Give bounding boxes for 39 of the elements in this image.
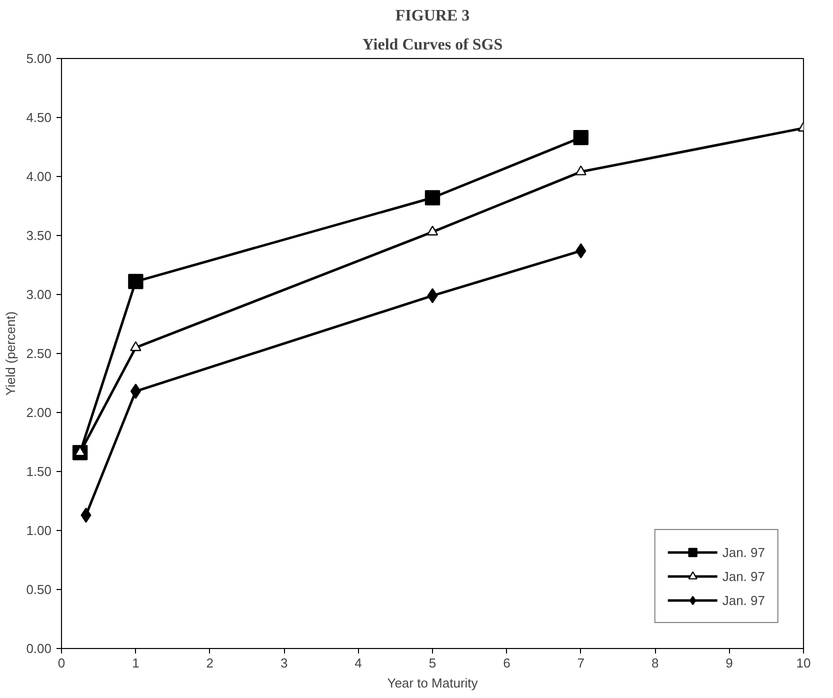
y-tick-label: 3.50 bbox=[26, 228, 52, 243]
legend-label: Jan. 97 bbox=[722, 544, 765, 560]
legend-label: Jan. 97 bbox=[722, 592, 765, 608]
y-tick-label: 2.50 bbox=[26, 346, 52, 361]
y-tick-label: 0.50 bbox=[26, 582, 52, 597]
point bbox=[80, 508, 92, 523]
y-tick-label: 4.50 bbox=[26, 110, 52, 125]
x-axis-title: Year to Maturity bbox=[387, 676, 478, 690]
x-tick-label: 2 bbox=[206, 656, 214, 670]
x-tick-label: 3 bbox=[280, 656, 288, 670]
x-tick-label: 0 bbox=[58, 656, 66, 670]
y-tick-label: 5.00 bbox=[26, 51, 52, 66]
x-tick-label: 1 bbox=[132, 656, 140, 670]
x-tick-label: 5 bbox=[428, 656, 436, 670]
point bbox=[427, 288, 438, 304]
y-tick-label: 3.00 bbox=[26, 287, 52, 302]
y-tick-label: 4.00 bbox=[26, 169, 52, 184]
y-tick-label: 0.00 bbox=[26, 641, 52, 656]
x-tick-label: 9 bbox=[726, 656, 733, 670]
legend-label: Jan. 97 bbox=[722, 568, 765, 584]
point bbox=[575, 165, 586, 176]
point bbox=[130, 384, 141, 399]
x-tick-label: 6 bbox=[503, 656, 510, 670]
point bbox=[128, 274, 144, 290]
y-tick-label: 2.00 bbox=[26, 405, 52, 420]
point bbox=[424, 190, 440, 206]
point bbox=[426, 226, 438, 236]
point bbox=[573, 130, 588, 146]
x-tick-label: 4 bbox=[354, 656, 362, 670]
x-tick-label: 7 bbox=[577, 656, 585, 670]
point bbox=[576, 243, 586, 258]
y-axis-title: Yield (percent) bbox=[3, 311, 18, 396]
x-tick-label: 10 bbox=[796, 656, 811, 670]
y-tick-label: 1.50 bbox=[26, 464, 52, 479]
chart-subtitle: Yield Curves of SGS bbox=[362, 36, 503, 54]
y-tick-label: 1.00 bbox=[26, 523, 52, 538]
point bbox=[130, 341, 142, 352]
x-tick-label: 8 bbox=[651, 656, 659, 670]
chart-title: FIGURE 3 bbox=[395, 8, 470, 24]
